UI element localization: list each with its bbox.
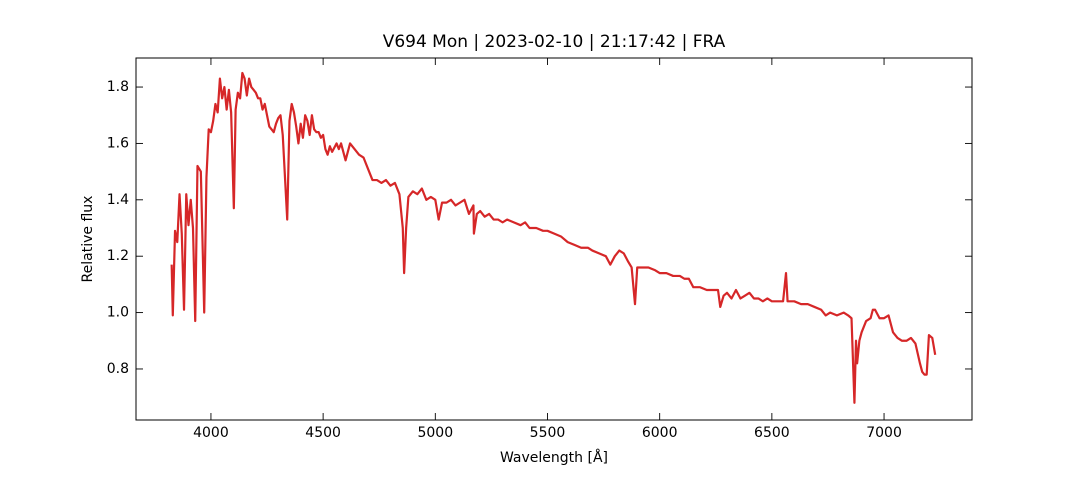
spectrum-line [170,71,937,404]
x-tick-label: 4000 [193,425,229,441]
chart-title: V694 Mon | 2023-02-10 | 21:17:42 | FRA [383,32,726,52]
y-tick-label: 1.6 [107,135,129,151]
x-tick-label: 6000 [642,425,678,441]
x-tick-label: 7000 [866,425,902,441]
plot-frame [135,57,973,421]
y-tick-label: 1.2 [107,248,129,264]
y-axis-label: Relative flux [80,196,96,283]
x-axis-label: Wavelength [Å] [500,449,608,466]
y-tick-label: 1.4 [107,192,129,208]
x-tick-label: 5500 [530,425,566,441]
x-tick-label: 5000 [417,425,453,441]
y-tick-label: 0.8 [107,361,129,377]
x-tick-label: 4500 [305,425,341,441]
x-tick-label: 6500 [754,425,790,441]
y-tick-label: 1.8 [107,79,129,95]
y-tick-label: 1.0 [107,305,129,321]
